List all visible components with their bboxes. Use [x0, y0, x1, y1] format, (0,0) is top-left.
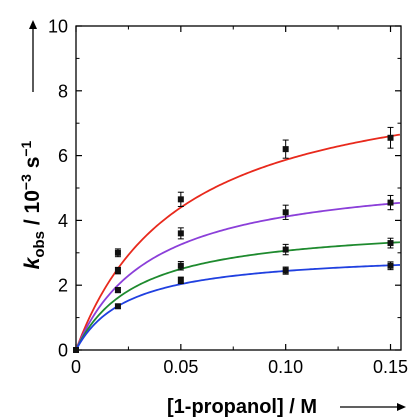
point-marker: [282, 146, 289, 153]
origin-marker: [73, 347, 79, 353]
data-point: [177, 191, 184, 207]
data-point: [114, 266, 121, 275]
y-tick-label: 8: [58, 81, 68, 101]
y-label-exp: −3: [18, 174, 34, 190]
data-point: [387, 237, 394, 249]
point-marker: [282, 209, 289, 216]
data-point: [387, 194, 394, 211]
point-marker: [177, 196, 184, 203]
x-tick-label: 0: [71, 357, 81, 377]
data-point: [177, 261, 184, 271]
point-marker: [387, 134, 394, 141]
point-marker: [177, 262, 184, 269]
fit-curves: [75, 133, 401, 351]
y-axis-arrow: [29, 20, 37, 92]
fit-curve-series-1: [75, 133, 401, 351]
y-tick-label: 10: [48, 17, 68, 37]
point-marker: [387, 199, 394, 206]
y-label-k: k: [21, 256, 44, 269]
tick-labels: 0 2 4 6 8 10 0 0.05 0.10 0.15: [48, 17, 408, 378]
data-point: [282, 204, 289, 220]
y-tick-label: 0: [58, 341, 68, 361]
point-marker: [282, 246, 289, 253]
point-marker: [114, 249, 121, 256]
y-tick-label: 4: [58, 211, 68, 231]
data-point: [387, 261, 394, 271]
data-point: [282, 266, 289, 275]
point-marker: [114, 303, 121, 310]
point-marker: [114, 267, 121, 274]
y-tick-label: 2: [58, 276, 68, 296]
point-marker: [177, 277, 184, 284]
point-marker: [387, 240, 394, 247]
x-tick-label: 0.10: [268, 357, 303, 377]
point-marker: [282, 267, 289, 274]
data-point: [114, 248, 121, 258]
y-label-unit-exp: −1: [18, 140, 34, 156]
point-marker: [387, 262, 394, 269]
data-point: [387, 126, 394, 149]
point-marker: [114, 287, 121, 294]
plot-axes: [75, 25, 402, 351]
y-axis-label: kobs / 10−3 s−1: [18, 140, 48, 269]
data-point: [177, 276, 184, 285]
x-axis-label: [1-propanol] / M: [167, 396, 317, 418]
x-tick-label: 0.15: [373, 357, 408, 377]
fit-curve-series-3: [75, 241, 400, 351]
y-label-mid: / 10: [21, 190, 44, 231]
point-marker: [177, 230, 184, 237]
data-point: [177, 227, 184, 240]
data-points: [73, 126, 394, 353]
x-tick-label: 0.05: [163, 357, 198, 377]
data-point: [114, 303, 121, 310]
x-axis-arrow: [340, 403, 406, 411]
data-point: [114, 286, 121, 294]
y-label-sub: obs: [31, 231, 48, 258]
y-tick-label: 6: [58, 146, 68, 166]
data-point: [282, 243, 289, 256]
y-label-unit: s: [21, 157, 44, 175]
fit-curve-series-4: [75, 264, 400, 351]
fit-curve-series-2: [75, 201, 401, 351]
data-point: [282, 139, 289, 159]
